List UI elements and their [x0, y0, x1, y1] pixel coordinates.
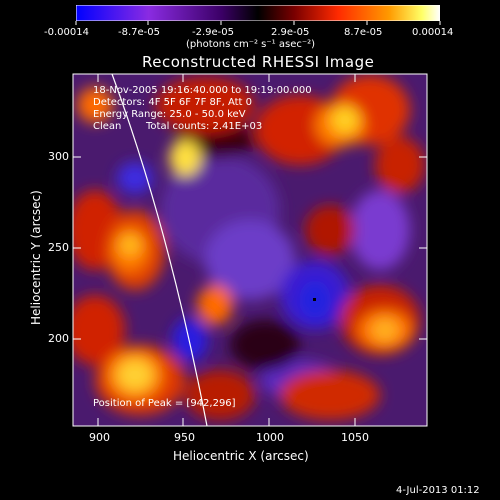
colorbar-units: (photons cm⁻² s⁻¹ asec⁻²) — [186, 39, 316, 50]
colorbar-tick-5: 8.7e-05 — [344, 27, 383, 38]
peak-marker — [313, 298, 316, 301]
image-blobs — [73, 75, 425, 420]
plot-title: Reconstructed RHESSI Image — [142, 53, 375, 71]
x-tick-label-1: 900 — [89, 431, 110, 444]
overlay-detectors: Detectors: 4F 5F 6F 7F 8F, Att 0 — [93, 97, 253, 108]
solar-limb-line — [111, 73, 208, 427]
x-axis-ticks — [97, 74, 356, 426]
colorbar-tick-6: 0.00014 — [412, 27, 454, 38]
x-tick-label-2: 950 — [174, 431, 195, 444]
colorbar-tick-1: -0.00014 — [44, 27, 89, 38]
overlay-method: Clean — [93, 121, 122, 132]
overlay-total-counts: Total counts: 2.41E+03 — [146, 121, 263, 132]
colorbar-tick-4: 2.9e-05 — [271, 27, 310, 38]
colorbar-ticks — [75, 21, 441, 25]
y-axis-ticks — [73, 156, 427, 340]
y-tick-label-3: 200 — [48, 332, 69, 345]
overlay-energy-range: Energy Range: 25.0 - 50.0 keV — [93, 109, 246, 120]
colorbar-tick-2: -8.7e-05 — [118, 27, 160, 38]
colorbar-tick-3: -2.9e-05 — [192, 27, 234, 38]
y-tick-label-1: 300 — [48, 150, 69, 163]
x-tick-label-3: 1000 — [256, 431, 284, 444]
plot-frame — [72, 73, 428, 427]
x-tick-label-4: 1050 — [341, 431, 369, 444]
overlay-peak-position: Position of Peak = [942,296] — [93, 398, 236, 409]
y-axis-title: Heliocentric Y (arcsec) — [29, 190, 43, 325]
overlay-time-range: 18-Nov-2005 19:16:40.000 to 19:19:00.000 — [93, 85, 312, 96]
y-tick-label-2: 250 — [48, 241, 69, 254]
footer-timestamp: 4-Jul-2013 01:12 — [396, 485, 480, 496]
x-axis-title: Heliocentric X (arcsec) — [173, 449, 309, 463]
